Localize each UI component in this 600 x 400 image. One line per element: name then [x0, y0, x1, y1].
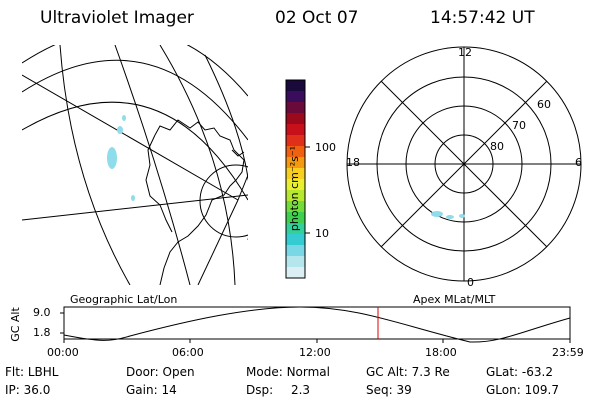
info-seq: Seq: 39 [366, 383, 412, 397]
colorbar-cell [286, 102, 305, 114]
info-mode: Mode: Normal [246, 365, 330, 379]
altitude-ytick-low: 1.8 [33, 326, 51, 339]
info-gc-alt: GC Alt: 7.3 Re [366, 365, 450, 379]
right-map-caption: Apex MLat/MLT [413, 293, 496, 306]
left-map-caption: Geographic Lat/Lon [70, 293, 178, 306]
colorbar-cell [286, 212, 305, 224]
aurora-emission-left [107, 115, 135, 201]
colorbar-cell [286, 146, 305, 158]
altitude-ytick-high: 9.0 [33, 306, 51, 319]
colorbar-cell [286, 80, 305, 92]
mlt-label-0: 0 [467, 276, 474, 289]
colorbar-cell [286, 201, 305, 213]
colorbar [285, 79, 310, 279]
xtick-1200: 12:00 [299, 346, 331, 359]
lat-label-60: 60 [537, 98, 551, 111]
colorbar-cell [286, 256, 305, 268]
info-flt: Flt: LBHL [5, 365, 59, 379]
xtick-1800: 18:00 [425, 346, 457, 359]
colorbar-cell [286, 113, 305, 125]
aurora-emission-right [431, 211, 465, 219]
altitude-plot [60, 306, 571, 343]
geographic-map [22, 45, 248, 285]
colorbar-tick-100: 100 [315, 141, 336, 154]
xtick-2359: 23:59 [552, 346, 584, 359]
lat-label-70: 70 [512, 119, 526, 132]
colorbar-cell [286, 135, 305, 147]
colorbar-cell [286, 190, 305, 202]
colorbar-cell [286, 157, 305, 169]
colorbar-cell [286, 91, 305, 103]
xtick-0600: 06:00 [172, 346, 204, 359]
app-title: Ultraviolet Imager [40, 8, 194, 28]
polar-plot [346, 46, 582, 282]
mlt-label-12: 12 [458, 46, 472, 59]
xtick-0000: 00:00 [47, 346, 79, 359]
info-dsp: Dsp: 2.3 [246, 383, 311, 397]
time-label: 14:57:42 UT [430, 8, 535, 28]
colorbar-tick-10: 10 [315, 227, 329, 240]
date-label: 02 Oct 07 [275, 8, 359, 28]
colorbar-unit-label: photon cm⁻²s⁻¹ [288, 145, 302, 232]
colorbar-cell [286, 267, 305, 279]
colorbar-cell [286, 168, 305, 180]
colorbar-cell [286, 179, 305, 191]
mlt-label-6: 6 [575, 156, 582, 169]
info-glon: GLon: 109.7 [486, 383, 559, 397]
info-gain: Gain: 14 [126, 383, 177, 397]
colorbar-cell [286, 245, 305, 257]
colorbar-cell [286, 234, 305, 246]
mlt-label-18: 18 [346, 156, 360, 169]
colorbar-cell [286, 124, 305, 136]
lat-label-80: 80 [490, 140, 504, 153]
info-door: Door: Open [126, 365, 195, 379]
info-glat: GLat: -63.2 [486, 365, 553, 379]
info-ip: IP: 36.0 [5, 383, 51, 397]
altitude-ylabel: GC Alt [8, 307, 22, 342]
colorbar-cell [286, 223, 305, 235]
